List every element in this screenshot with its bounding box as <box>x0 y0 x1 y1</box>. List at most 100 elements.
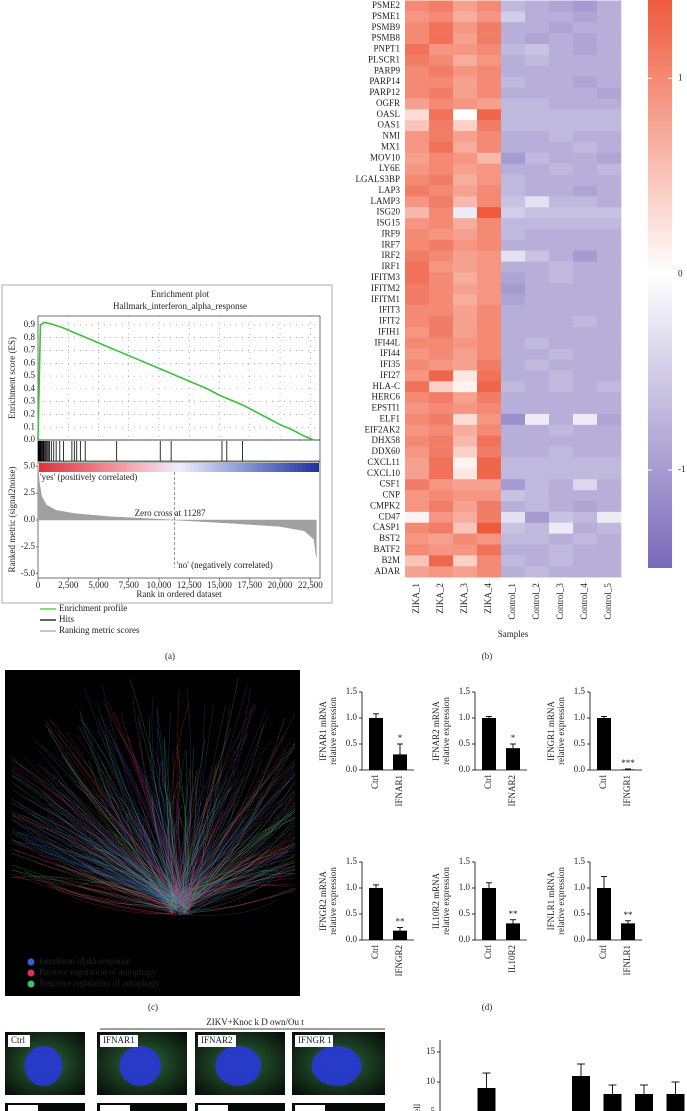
heat-cell <box>573 413 598 426</box>
heat-cell <box>549 185 574 197</box>
bar <box>393 930 407 940</box>
heat-cell <box>453 131 478 143</box>
heat-cell <box>501 261 526 273</box>
gene-label: IFITM2 <box>371 283 400 293</box>
heat-cell <box>549 109 574 121</box>
heat-cell <box>477 76 502 88</box>
heat-cell <box>525 185 550 197</box>
network-edge <box>170 780 296 913</box>
heat-cell <box>405 207 430 219</box>
x-tick-label: 22,500 <box>298 580 323 590</box>
y-tick-label: 0.5 <box>346 908 358 918</box>
heat-cell <box>429 131 454 143</box>
network-edge <box>183 768 191 907</box>
heat-cell <box>573 218 598 230</box>
heat-cell <box>429 0 454 12</box>
heat-cell <box>477 479 502 491</box>
heat-cell <box>573 381 598 393</box>
heat-cell <box>429 381 454 393</box>
network-edge <box>113 711 184 909</box>
heat-cell <box>429 185 454 197</box>
microscopy-header: ZIKV+Knoc k D own/Ou t <box>206 1017 304 1027</box>
heat-cell <box>501 76 526 88</box>
heat-cell <box>477 457 502 469</box>
bar <box>482 718 496 770</box>
network-edge <box>169 791 296 901</box>
heat-cell <box>549 479 574 491</box>
y-tick-label: 0.0 <box>574 764 586 774</box>
significance: ** <box>624 910 634 920</box>
sample-label: ZIKA_4 <box>483 583 493 614</box>
heat-cell <box>453 533 478 545</box>
heat-cell <box>501 239 526 252</box>
heat-cell <box>549 294 574 306</box>
heat-cell <box>429 490 454 502</box>
y-axis-label: IFNGR1 mRNA <box>546 701 556 761</box>
heat-cell <box>549 544 574 556</box>
heat-cell <box>501 0 526 12</box>
network-edge <box>178 822 296 915</box>
heat-cell <box>525 152 550 164</box>
bar <box>482 888 496 940</box>
heat-cell <box>477 207 502 219</box>
heat-cell <box>453 359 478 371</box>
heat-cell <box>597 555 622 567</box>
heat-cell <box>453 163 478 175</box>
heat-cell <box>549 413 574 426</box>
significance: *** <box>621 758 635 768</box>
heat-cell <box>429 305 454 317</box>
heat-cell <box>549 283 574 295</box>
heat-cell <box>453 44 478 56</box>
heat-cell <box>429 250 454 262</box>
heat-cell <box>549 316 574 328</box>
gene-label: OAS1 <box>377 120 400 130</box>
heat-cell <box>453 174 478 186</box>
heat-cell <box>405 174 430 186</box>
heat-cell <box>525 54 550 67</box>
gene-label: IRF1 <box>381 261 400 271</box>
heat-cell <box>477 131 502 143</box>
heat-cell <box>597 152 622 164</box>
heat-cell <box>525 337 550 349</box>
gene-label: IFIT3 <box>379 305 400 315</box>
gene-label: PARP9 <box>374 65 401 75</box>
network-edge <box>24 837 185 906</box>
heat-cell <box>453 76 478 88</box>
heat-cell <box>549 381 574 393</box>
heat-cell <box>429 196 454 208</box>
heat-cell <box>477 11 502 23</box>
heat-cell <box>597 54 622 67</box>
heat-cell <box>477 174 502 186</box>
gene-label: CMPK2 <box>370 500 400 510</box>
x-tick-label: Ctrl <box>598 775 608 790</box>
heat-cell <box>525 500 550 513</box>
heat-cell <box>405 261 430 273</box>
heat-cell <box>429 370 454 382</box>
heat-cell <box>597 522 622 534</box>
heat-cell <box>405 316 430 328</box>
y-tick-label: 1.5 <box>346 856 358 866</box>
heat-cell <box>477 348 502 360</box>
heat-cell <box>477 468 502 480</box>
network-edge <box>51 875 171 900</box>
heat-cell <box>453 294 478 306</box>
heat-cell <box>549 196 574 208</box>
x-tick-label: IFNAR1 <box>394 775 404 807</box>
heat-cell <box>525 392 550 404</box>
heat-cell <box>525 305 550 317</box>
heat-cell <box>549 370 574 382</box>
heat-cell <box>453 424 478 436</box>
bar <box>621 769 635 770</box>
gene-label: OGFR <box>376 98 400 108</box>
y-tick-label: 1.5 <box>574 856 586 866</box>
heat-cell <box>477 196 502 208</box>
gene-label: IFITM3 <box>371 272 400 282</box>
heat-cell <box>405 44 430 56</box>
heat-cell <box>477 152 502 164</box>
heat-cell <box>597 435 622 447</box>
network-edge <box>97 702 185 912</box>
heat-cell <box>405 479 430 491</box>
label-box <box>198 1035 236 1047</box>
heat-cell <box>453 446 478 458</box>
